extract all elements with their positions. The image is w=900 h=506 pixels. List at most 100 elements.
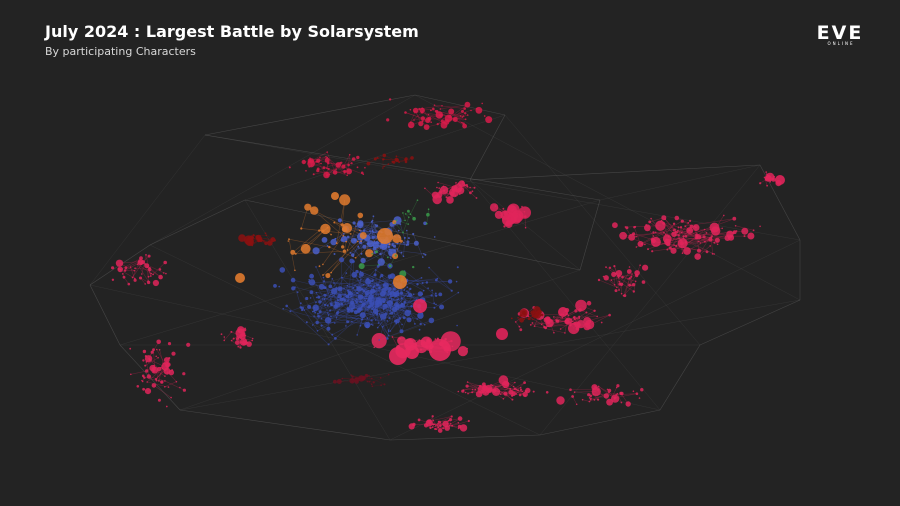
system [389, 330, 392, 332]
system [518, 393, 522, 397]
system [123, 269, 127, 272]
system [323, 303, 327, 306]
system [518, 325, 521, 328]
system [355, 225, 357, 228]
system [439, 190, 442, 194]
connection [332, 319, 362, 335]
system [462, 115, 465, 117]
system [318, 283, 325, 290]
system [365, 297, 368, 300]
system [144, 355, 153, 363]
system [220, 333, 223, 336]
system [379, 286, 381, 289]
connection [149, 244, 541, 436]
system [616, 286, 618, 289]
system [372, 215, 375, 218]
system [612, 222, 618, 229]
system [300, 227, 303, 230]
system [151, 383, 157, 388]
system [435, 111, 443, 119]
system [388, 317, 391, 320]
system [362, 289, 366, 293]
system [512, 385, 515, 388]
system [371, 235, 375, 239]
connection [401, 306, 412, 332]
connection [685, 218, 735, 227]
connection [336, 288, 362, 310]
system [366, 317, 369, 320]
system [156, 348, 158, 351]
system [310, 206, 319, 215]
system [424, 187, 426, 190]
system [335, 311, 339, 315]
connection [633, 233, 653, 240]
system [164, 361, 170, 368]
system [404, 158, 407, 162]
system [147, 254, 151, 258]
system [723, 214, 725, 217]
connection [292, 230, 320, 253]
system [585, 311, 588, 314]
system [553, 331, 555, 334]
connection [618, 271, 630, 291]
system [223, 336, 226, 338]
connection [204, 134, 801, 241]
connection [403, 237, 406, 257]
connection [665, 223, 675, 235]
system [692, 224, 700, 232]
system [402, 231, 404, 234]
system [702, 235, 706, 239]
system [417, 418, 421, 422]
system [413, 119, 415, 121]
connection [624, 278, 631, 296]
connection [399, 286, 405, 318]
system [540, 323, 543, 326]
system [519, 386, 522, 389]
system [640, 242, 644, 245]
connection [406, 230, 409, 242]
system [346, 320, 350, 324]
connection [431, 290, 435, 304]
system [571, 320, 574, 323]
system [408, 423, 415, 430]
system [235, 273, 245, 283]
system [232, 337, 235, 340]
system [158, 274, 163, 280]
connection [362, 299, 417, 320]
system [773, 175, 776, 178]
system [449, 423, 452, 425]
connection [357, 293, 389, 336]
system [167, 342, 172, 346]
connection [659, 344, 701, 411]
system [363, 297, 366, 300]
system [380, 273, 384, 278]
system [223, 339, 225, 342]
system [444, 425, 451, 431]
system [407, 310, 409, 313]
system [342, 233, 345, 235]
connection [618, 275, 637, 277]
system [674, 234, 677, 237]
system [372, 308, 379, 314]
system [641, 280, 646, 284]
system [607, 388, 612, 393]
system [662, 222, 665, 225]
system [142, 387, 146, 391]
system [351, 157, 356, 161]
connection [432, 420, 439, 428]
system [382, 167, 384, 169]
system [377, 264, 380, 266]
system [140, 262, 143, 265]
connection [324, 295, 377, 305]
system [335, 242, 338, 245]
connection [414, 94, 801, 301]
system [241, 332, 246, 337]
system [527, 317, 531, 321]
system [392, 220, 397, 225]
system [401, 323, 403, 326]
system [395, 318, 400, 324]
system [375, 224, 379, 228]
system [351, 320, 353, 323]
system [456, 266, 459, 269]
system [360, 318, 363, 321]
